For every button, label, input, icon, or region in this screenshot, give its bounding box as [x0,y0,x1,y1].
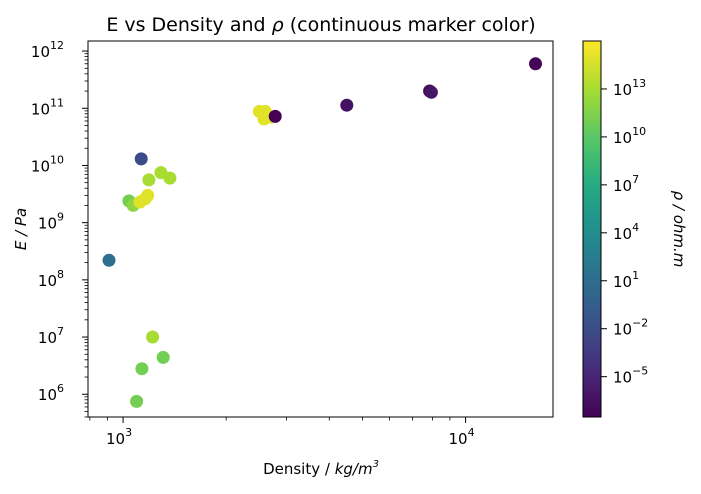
data-point [163,171,177,185]
colorbar-ticks: 10−5 10−2 101 104 107 1010 1013 [601,77,648,387]
minor-ticks [84,53,451,421]
colorbar-tick-label: 101 [613,269,639,291]
data-point [340,98,354,112]
data-points [102,57,542,408]
y-axis-label: E / Pa [12,208,30,250]
data-point [102,253,116,267]
data-point [529,57,542,71]
data-point [424,85,438,99]
x-tick-label: 104 [449,426,475,448]
y-tick-label: 109 [38,211,64,233]
data-point [135,362,149,376]
colorbar-tick-label: 1010 [613,125,646,147]
data-point [156,350,170,364]
colorbar-tick-label: 10−2 [613,317,648,339]
colorbar-tick-label: 10−5 [613,365,648,387]
x-tick-label: 103 [106,426,132,448]
y-tick-label: 1010 [31,153,64,175]
data-point [146,330,160,344]
x-axis-label: Density / kg/m3 [263,459,379,478]
data-point [268,109,282,123]
colorbar-tick-label: 104 [613,221,639,243]
x-axis-ticks: 103 104 [106,417,475,448]
y-tick-label: 1012 [31,39,64,61]
data-point [142,173,156,187]
y-tick-label: 108 [38,268,64,290]
colorbar [582,40,602,418]
y-axis-ticks: 106 107 108 109 1010 1011 1012 [31,39,88,404]
y-tick-label: 107 [38,325,64,347]
colorbar-tick-label: 107 [613,173,639,195]
data-point [141,188,155,202]
chart-title: E vs Density and ρ (continuous marker co… [106,14,535,36]
y-tick-label: 1011 [31,96,64,118]
y-tick-label: 106 [38,382,64,404]
colorbar-label: ρ / ohm.m [670,191,688,268]
data-point [134,152,148,166]
colorbar-tick-label: 1013 [613,77,646,99]
data-point [130,394,144,408]
